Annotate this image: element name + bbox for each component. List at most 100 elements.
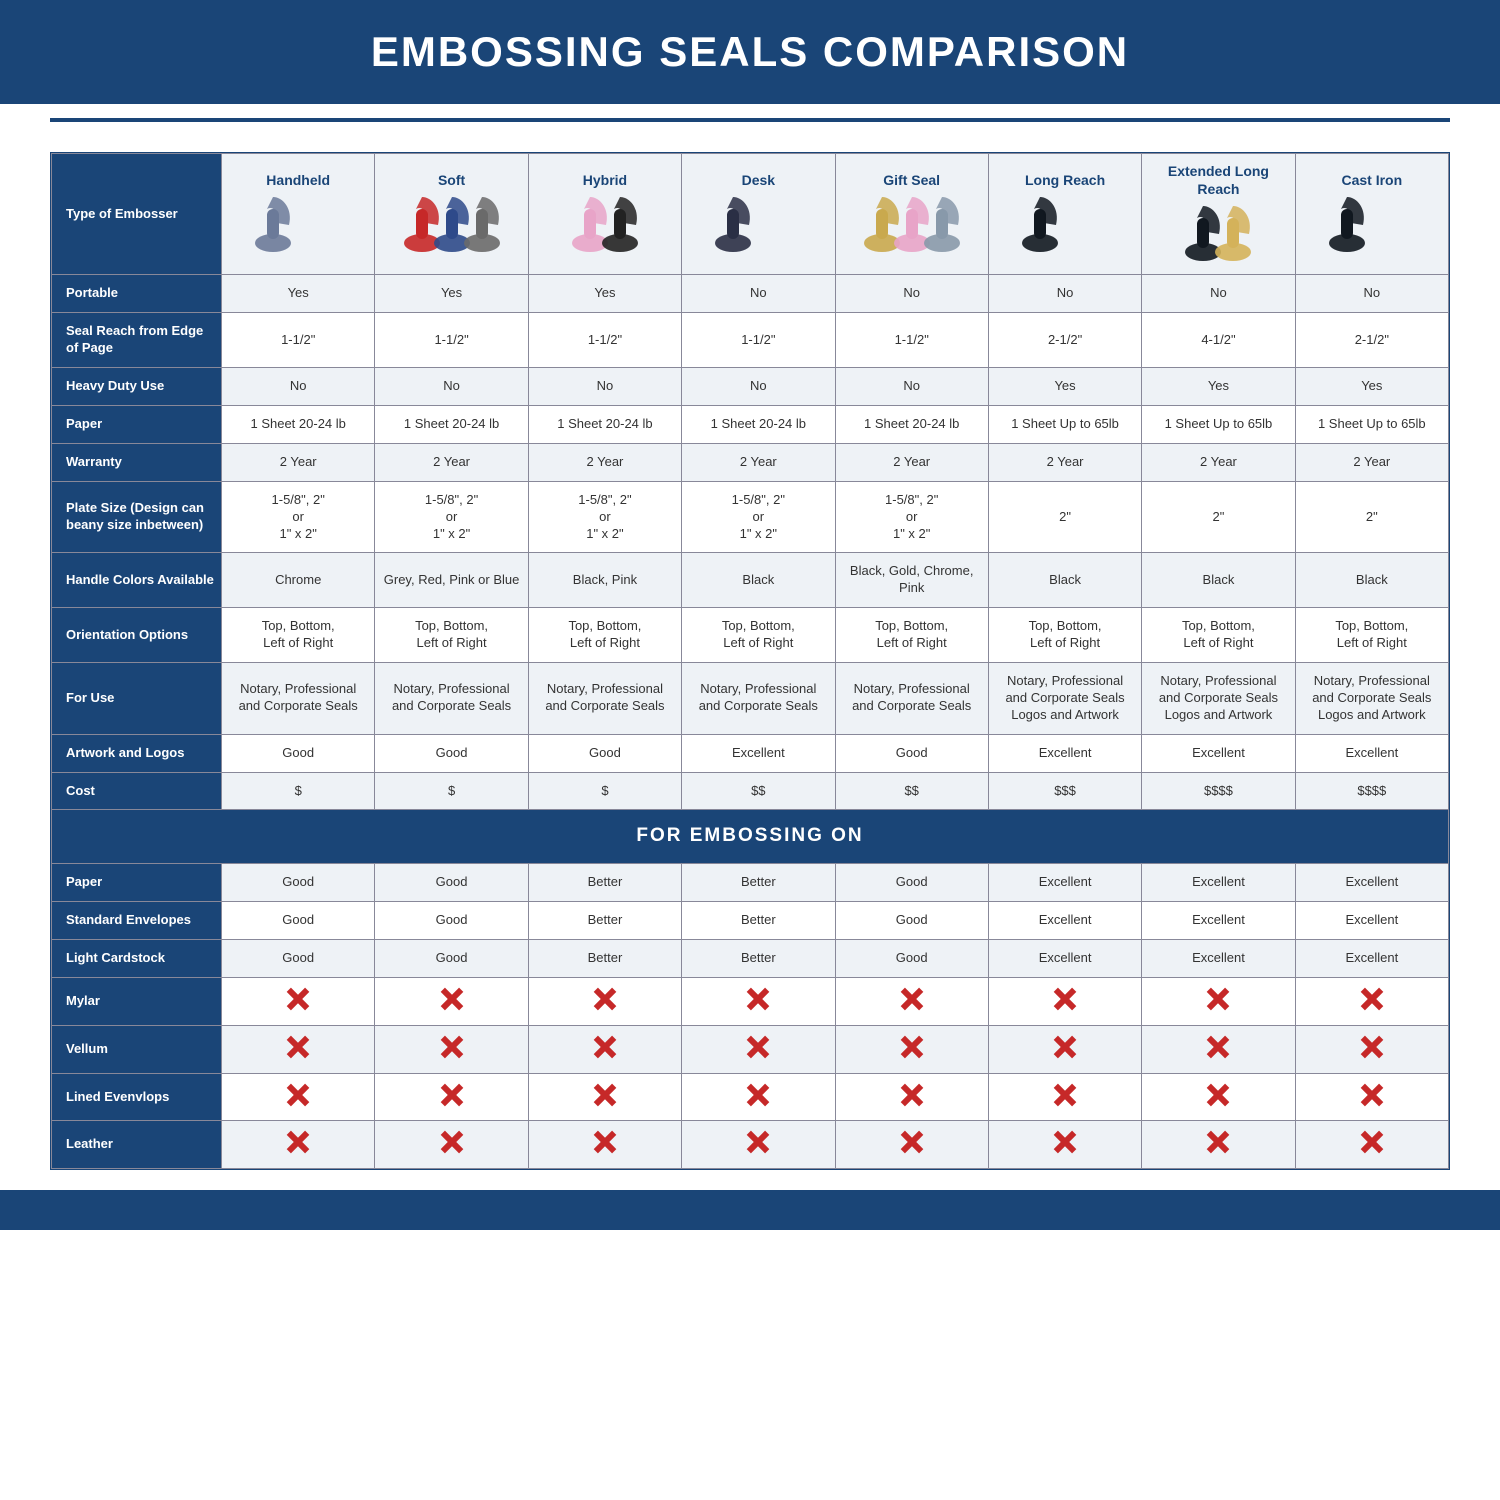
col-head-cast-iron: Cast Iron [1295, 154, 1448, 275]
not-supported-icon [747, 1131, 769, 1153]
col-head-desk: Desk [682, 154, 835, 275]
not-supported-icon [441, 988, 463, 1010]
table-cell [988, 1073, 1141, 1121]
table-cell: Notary, Professional and Corporate Seals [222, 662, 375, 734]
table-cell: No [682, 368, 835, 406]
table-cell: Yes [1142, 368, 1295, 406]
table-cell [682, 1025, 835, 1073]
not-supported-icon [287, 1036, 309, 1058]
table-cell: Better [528, 901, 681, 939]
product-image-castiron [1302, 189, 1442, 259]
table-cell: No [682, 275, 835, 313]
table-cell: 2" [988, 481, 1141, 553]
table-cell: 1 Sheet 20-24 lb [528, 405, 681, 443]
table-cell: No [1142, 275, 1295, 313]
table-cell [1142, 1121, 1295, 1169]
table-cell [988, 1025, 1141, 1073]
table-cell: 2 Year [835, 443, 988, 481]
not-supported-icon [441, 1131, 463, 1153]
table-cell: No [835, 368, 988, 406]
table-cell: Yes [528, 275, 681, 313]
table-cell: No [835, 275, 988, 313]
table-cell: Yes [375, 275, 528, 313]
not-supported-icon [594, 1084, 616, 1106]
table-cell: Yes [1295, 368, 1448, 406]
not-supported-icon [1054, 988, 1076, 1010]
table-cell: Top, Bottom,Left of Right [375, 608, 528, 663]
not-supported-icon [1361, 1036, 1383, 1058]
table-cell: $ [375, 772, 528, 810]
title-divider [50, 104, 1450, 122]
product-image-soft [381, 189, 521, 259]
product-image-desk [688, 189, 828, 259]
table-cell: Good [375, 734, 528, 772]
table-cell: 2 Year [1295, 443, 1448, 481]
col-head-label: Handheld [228, 171, 368, 189]
table-cell: Black [1295, 553, 1448, 608]
table-cell: 1 Sheet 20-24 lb [222, 405, 375, 443]
table-cell: 1-5/8", 2"or1" x 2" [682, 481, 835, 553]
table-cell: $$$ [988, 772, 1141, 810]
not-supported-icon [901, 1131, 923, 1153]
not-supported-icon [1207, 1084, 1229, 1106]
col-head-label: Cast Iron [1302, 171, 1442, 189]
not-supported-icon [441, 1084, 463, 1106]
table-cell: $ [222, 772, 375, 810]
row-label: Standard Envelopes [52, 901, 222, 939]
header-label: Type of Embosser [52, 154, 222, 275]
product-image-hybrid [535, 189, 675, 259]
table-cell: 1-5/8", 2"or1" x 2" [835, 481, 988, 553]
row-label: Orientation Options [52, 608, 222, 663]
table-cell: Grey, Red, Pink or Blue [375, 553, 528, 608]
table-cell [682, 1121, 835, 1169]
table-cell [682, 1073, 835, 1121]
row-label: For Use [52, 662, 222, 734]
table-cell: Excellent [1142, 864, 1295, 902]
row-label: Mylar [52, 977, 222, 1025]
table-cell: $$ [682, 772, 835, 810]
table-cell: Yes [222, 275, 375, 313]
row-label: Portable [52, 275, 222, 313]
col-head-gift-seal: Gift Seal [835, 154, 988, 275]
table-cell: 1-5/8", 2"or1" x 2" [375, 481, 528, 553]
table-cell: 4-1/2" [1142, 313, 1295, 368]
table-cell [988, 1121, 1141, 1169]
col-head-label: Soft [381, 171, 521, 189]
table-cell: $ [528, 772, 681, 810]
table-cell [375, 1073, 528, 1121]
row-label: Paper [52, 864, 222, 902]
table-cell: Good [375, 901, 528, 939]
table-cell [835, 1025, 988, 1073]
table-cell: Notary, Professional and Corporate Seals [528, 662, 681, 734]
table-cell: Good [835, 734, 988, 772]
table-cell: 2-1/2" [988, 313, 1141, 368]
col-head-long-reach: Long Reach [988, 154, 1141, 275]
not-supported-icon [747, 988, 769, 1010]
table-cell: Better [528, 939, 681, 977]
table-cell [222, 977, 375, 1025]
table-cell: 1-1/2" [682, 313, 835, 368]
not-supported-icon [287, 1084, 309, 1106]
table-cell [1295, 1025, 1448, 1073]
table-cell: Top, Bottom,Left of Right [1295, 608, 1448, 663]
table-cell: Good [528, 734, 681, 772]
table-cell [222, 1073, 375, 1121]
comparison-table-wrap: Type of Embosser Handheld Soft Hybrid [50, 152, 1450, 1170]
table-cell [375, 1121, 528, 1169]
not-supported-icon [441, 1036, 463, 1058]
col-head-hybrid: Hybrid [528, 154, 681, 275]
table-cell: 1 Sheet 20-24 lb [835, 405, 988, 443]
product-image-extlongreach [1148, 198, 1288, 268]
table-cell: Excellent [988, 864, 1141, 902]
table-cell: Good [375, 939, 528, 977]
table-cell: Excellent [1295, 901, 1448, 939]
row-label: Vellum [52, 1025, 222, 1073]
table-cell: Notary, Professional and Corporate Seals [835, 662, 988, 734]
col-head-label: Desk [688, 171, 828, 189]
table-cell: 1-1/2" [528, 313, 681, 368]
col-head-handheld: Handheld [222, 154, 375, 275]
table-cell: Excellent [988, 939, 1141, 977]
table-cell: Top, Bottom,Left of Right [528, 608, 681, 663]
table-cell: 1 Sheet Up to 65lb [1295, 405, 1448, 443]
not-supported-icon [1361, 1131, 1383, 1153]
